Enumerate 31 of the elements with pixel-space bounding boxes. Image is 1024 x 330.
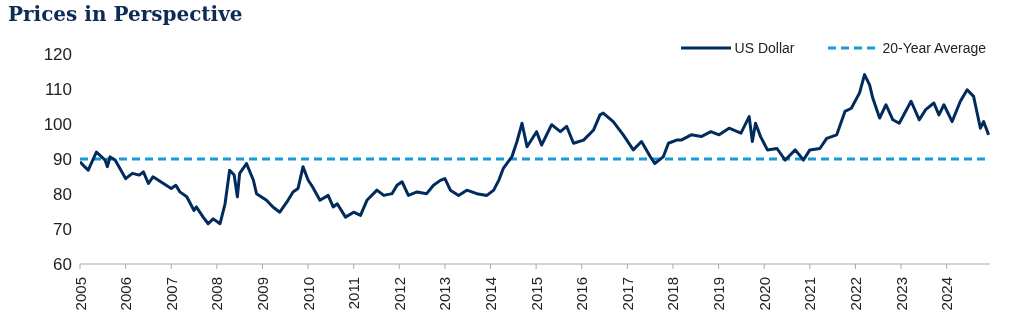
x-tick-label: 2010 [299,277,317,311]
x-tick-label: 2024 [938,277,956,311]
x-tick-label: 2007 [162,277,180,311]
x-tick-label: 2013 [436,277,454,311]
x-tick-label: 2014 [482,277,500,311]
x-tick-label: 2008 [208,277,226,311]
chart-title: Prices in Perspective [8,2,243,26]
x-tick-label: 2015 [527,277,545,311]
x-tick-label: 2016 [573,277,591,311]
y-tick-label: 110 [44,80,72,100]
legend-label: 20-Year Average [882,40,986,56]
x-tick-label: 2005 [71,277,89,311]
x-tick-label: 2023 [892,277,910,311]
y-tick-label: 100 [43,115,72,135]
x-tick-label: 2022 [846,277,864,311]
legend-label: US Dollar [734,40,795,56]
y-tick-label: 80 [53,185,72,205]
y-tick-label: 60 [53,255,72,275]
x-tick-label: 2019 [710,277,728,311]
x-tick-label: 2021 [801,277,819,311]
x-tick-label: 2018 [664,277,682,311]
x-tick-label: 2012 [390,277,408,311]
x-tick-label: 2006 [117,277,135,311]
x-tick-label: 2020 [755,277,773,311]
y-tick-label: 90 [53,150,72,170]
x-tick-label: 2017 [618,277,636,311]
x-tick-label: 2011 [345,277,363,310]
y-tick-label: 70 [53,220,72,240]
x-tick-label: 2009 [253,277,271,311]
y-tick-label: 120 [43,45,72,65]
line-series [80,73,990,226]
